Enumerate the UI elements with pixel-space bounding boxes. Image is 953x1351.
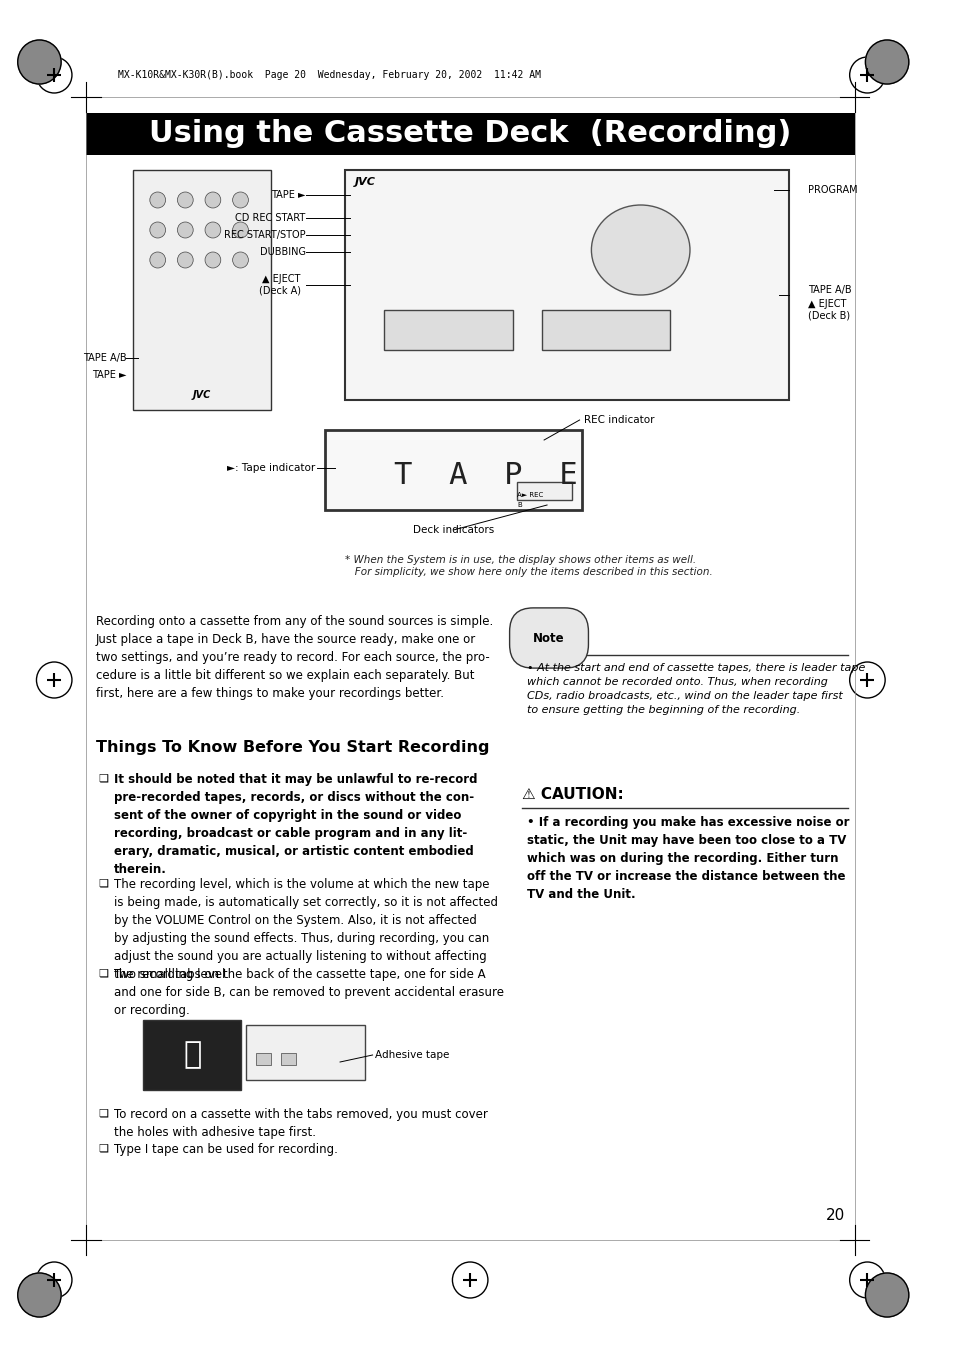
Circle shape	[864, 41, 908, 84]
Text: ❏: ❏	[98, 969, 109, 978]
Bar	[384, 309, 512, 350]
Text: Deck indicators: Deck indicators	[413, 526, 494, 535]
Text: ❏: ❏	[98, 878, 109, 888]
Circle shape	[233, 192, 248, 208]
Circle shape	[233, 222, 248, 238]
Text: * When the System is in use, the display shows other items as well.
   For simpl: * When the System is in use, the display…	[345, 555, 712, 577]
Text: REC START/STOP: REC START/STOP	[224, 230, 305, 240]
Text: Two small tabs on the back of the cassette tape, one for side A
and one for side: Two small tabs on the back of the casset…	[114, 969, 504, 1017]
Bar	[86, 113, 854, 155]
Text: • At the start and end of cassette tapes, there is leader tape
which cannot be r: • At the start and end of cassette tapes…	[527, 663, 864, 715]
Text: TAPE ►: TAPE ►	[91, 370, 126, 380]
Text: Things To Know Before You Start Recording: Things To Know Before You Start Recordin…	[95, 740, 489, 755]
Bar	[246, 1025, 364, 1079]
Text: It should be noted that it may be unlawful to re-record
pre-recorded tapes, reco: It should be noted that it may be unlawf…	[114, 773, 477, 875]
Bar	[325, 430, 581, 509]
Text: PROGRAM: PROGRAM	[807, 185, 857, 195]
Text: JVC: JVC	[355, 177, 375, 186]
Text: DUBBING: DUBBING	[259, 247, 305, 257]
Text: ❏: ❏	[98, 1143, 109, 1152]
Text: To record on a cassette with the tabs removed, you must cover
the holes with adh: To record on a cassette with the tabs re…	[114, 1108, 488, 1139]
Text: ▲ EJECT
(Deck A): ▲ EJECT (Deck A)	[258, 274, 300, 296]
Bar	[345, 170, 788, 400]
Text: JVC: JVC	[193, 390, 211, 400]
Text: The recording level, which is the volume at which the new tape
is being made, is: The recording level, which is the volume…	[114, 878, 497, 981]
Text: MX-K10R&MX-K30R(B).book  Page 20  Wednesday, February 20, 2002  11:42 AM: MX-K10R&MX-K30R(B).book Page 20 Wednesda…	[118, 70, 540, 80]
Text: TAPE A/B: TAPE A/B	[807, 285, 851, 295]
Text: B: B	[517, 503, 521, 508]
Circle shape	[18, 41, 61, 84]
Circle shape	[233, 253, 248, 267]
Bar	[541, 309, 670, 350]
Circle shape	[18, 1273, 61, 1317]
Text: CD REC START: CD REC START	[235, 213, 305, 223]
Text: 20: 20	[824, 1208, 843, 1223]
Text: T  A  P  E: T A P E	[394, 461, 578, 489]
Circle shape	[205, 192, 220, 208]
Bar	[280, 1052, 295, 1065]
Circle shape	[205, 222, 220, 238]
Text: ❏: ❏	[98, 1108, 109, 1119]
Text: Using the Cassette Deck  (Recording): Using the Cassette Deck (Recording)	[149, 119, 791, 149]
Bar	[143, 1020, 241, 1090]
Bar	[132, 170, 271, 409]
Text: Recording onto a cassette from any of the sound sources is simple.
Just place a : Recording onto a cassette from any of th…	[95, 615, 493, 700]
Circle shape	[177, 192, 193, 208]
Text: • If a recording you make has excessive noise or
static, the Unit may have been : • If a recording you make has excessive …	[527, 816, 849, 901]
Text: ❏: ❏	[98, 773, 109, 784]
Circle shape	[177, 253, 193, 267]
Text: TAPE ►: TAPE ►	[271, 190, 305, 200]
Bar	[517, 482, 571, 500]
Circle shape	[205, 253, 220, 267]
Circle shape	[150, 222, 166, 238]
Ellipse shape	[591, 205, 689, 295]
Text: ⚠ CAUTION:: ⚠ CAUTION:	[522, 788, 623, 802]
Text: REC indicator: REC indicator	[583, 415, 654, 426]
Text: Type I tape can be used for recording.: Type I tape can be used for recording.	[114, 1143, 338, 1156]
Text: ►: Tape indicator: ►: Tape indicator	[227, 463, 315, 473]
Circle shape	[864, 1273, 908, 1317]
Text: Adhesive tape: Adhesive tape	[375, 1050, 449, 1061]
Circle shape	[150, 192, 166, 208]
Text: ✋: ✋	[183, 1040, 201, 1070]
Circle shape	[150, 253, 166, 267]
Circle shape	[177, 222, 193, 238]
Text: TAPE A/B: TAPE A/B	[83, 353, 126, 363]
Text: A► REC: A► REC	[517, 492, 543, 499]
Text: ▲ EJECT
(Deck B): ▲ EJECT (Deck B)	[807, 299, 849, 320]
Bar	[256, 1052, 271, 1065]
Text: Note: Note	[533, 631, 564, 644]
